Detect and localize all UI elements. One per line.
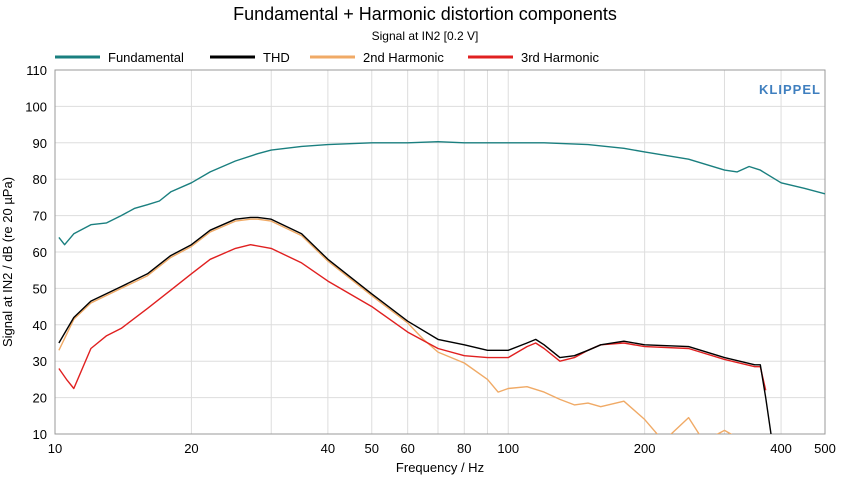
x-tick-label: 50 [365, 441, 379, 456]
series-line-2nd-harmonic [58, 218, 733, 434]
x-axis-label: Frequency / Hz [396, 460, 484, 475]
y-tick-label: 40 [33, 318, 47, 333]
ticks: 10 20 30 40 50 60 70 80 90 100 110 10 20 40 50 60 80 100 2… [25, 63, 836, 456]
y-axis-label: Signal at IN2 / dB (re 20 µPa) [0, 177, 15, 347]
x-tick-label: 400 [770, 441, 792, 456]
x-tick-label: 20 [184, 441, 198, 456]
y-tick-label: 30 [33, 354, 47, 369]
series-line-thd [58, 216, 772, 434]
chart-title: Fundamental + Harmonic distortion compon… [233, 4, 617, 24]
y-tick-label: 50 [33, 281, 47, 296]
x-tick-label: 10 [48, 441, 62, 456]
grid [54, 69, 826, 435]
y-tick-label: 110 [26, 63, 47, 78]
brand-logo: KLIPPEL [759, 82, 821, 97]
y-tick-label: 100 [25, 99, 47, 114]
y-tick-label: 70 [33, 209, 47, 224]
y-tick-label: 90 [33, 136, 47, 151]
y-tick-label: 20 [33, 391, 47, 406]
legend: Fundamental THD 2nd Harmonic 3rd Harmonic [55, 50, 600, 65]
series-layer [58, 141, 825, 434]
series-line-fundamental [58, 141, 825, 246]
chart-subtitle: Signal at IN2 [0.2 V] [372, 29, 479, 43]
x-tick-label: 200 [634, 441, 656, 456]
y-tick-label: 60 [33, 245, 47, 260]
x-tick-label: 40 [321, 441, 335, 456]
y-tick-label: 10 [33, 427, 47, 442]
legend-label: 2nd Harmonic [363, 50, 444, 65]
x-tick-label: 60 [400, 441, 414, 456]
plot-frame [54, 69, 826, 435]
x-tick-label: 80 [457, 441, 471, 456]
legend-label: 3rd Harmonic [521, 50, 600, 65]
legend-label: THD [263, 50, 290, 65]
y-tick-label: 80 [33, 172, 47, 187]
x-tick-label: 100 [497, 441, 519, 456]
legend-label: Fundamental [108, 50, 184, 65]
x-tick-label: 500 [814, 441, 836, 456]
series-line-3rd-harmonic [58, 244, 767, 391]
